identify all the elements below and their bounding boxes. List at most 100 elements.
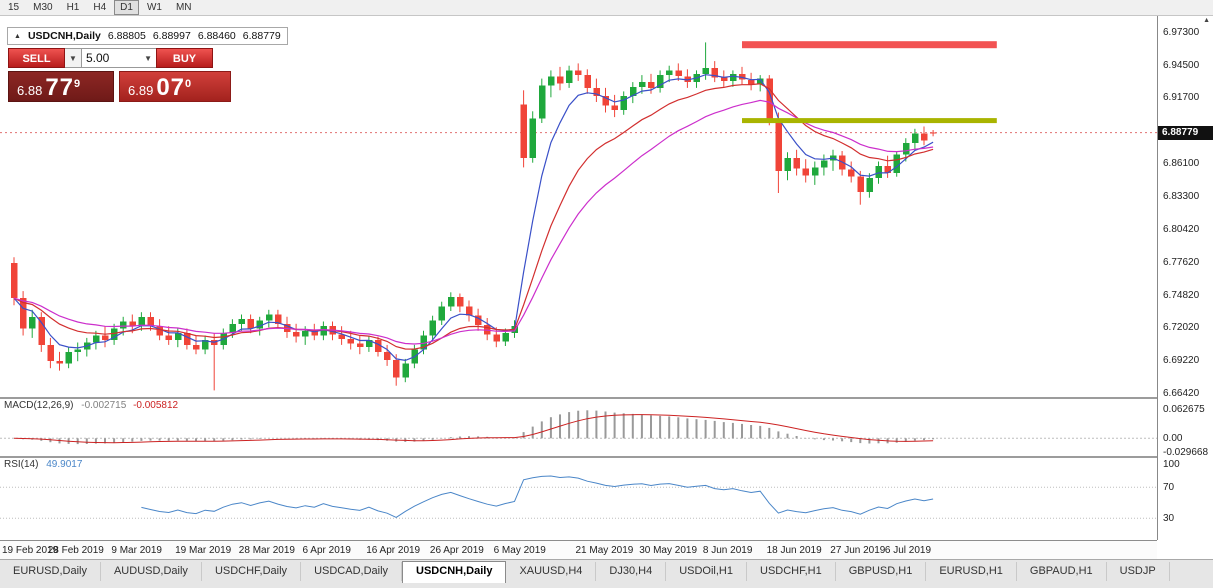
symbol-info-box: ▲ USDCNH,Daily 6.88805 6.88997 6.88460 6… — [7, 27, 288, 45]
tab-dj30-h4[interactable]: DJ30,H4 — [596, 562, 667, 581]
tab-gbpaud-h1[interactable]: GBPAUD,H1 — [1016, 562, 1107, 581]
sell-price-head: 6.88 — [17, 83, 43, 98]
timeframe-button-d1[interactable]: D1 — [114, 0, 139, 15]
price-axis-label: 6.91700 — [1163, 92, 1200, 104]
one-click-trade-row: SELL ▼ ▼ BUY — [8, 48, 213, 68]
macd-axis-label: 0.062675 — [1163, 403, 1205, 415]
volume-dropdown-icon[interactable]: ▼ — [144, 53, 152, 63]
price-axis-label: 6.97300 — [1163, 27, 1200, 39]
rsi-value: 49.9017 — [46, 459, 83, 470]
date-label: 8 Jun 2019 — [702, 545, 753, 556]
rsi-name: RSI(14) — [4, 459, 39, 470]
price-axis-label: 6.69220 — [1163, 354, 1200, 366]
chart-tab-bar: EURUSD,Daily AUDUSD,Daily USDCHF,Daily USDC… — [0, 559, 1213, 588]
sell-price-point: 9 — [74, 78, 81, 90]
date-label: 6 Apr 2019 — [302, 545, 351, 556]
buy-button[interactable]: BUY — [156, 48, 213, 68]
tab-usdoil-h1[interactable]: USDOil,H1 — [666, 562, 747, 581]
date-label: 21 May 2019 — [575, 545, 634, 556]
macd-signal-line — [13, 414, 934, 444]
macd-histogram — [22, 410, 935, 445]
tab-usdjp[interactable]: USDJP — [1106, 562, 1170, 581]
macd-signal-value: -0.005812 — [133, 400, 179, 411]
date-label: 19 Mar 2019 — [175, 545, 232, 556]
rsi-axis-label: 70 — [1163, 482, 1175, 494]
tab-eurusd-h1[interactable]: EURUSD,H1 — [926, 562, 1017, 581]
timeframe-button-mn[interactable]: MN — [175, 2, 192, 13]
buy-price-point: 0 — [185, 78, 192, 90]
date-label: 16 Apr 2019 — [366, 545, 421, 556]
buy-price-pips: 07 — [156, 74, 186, 101]
price-axis-label: 6.80420 — [1163, 224, 1200, 236]
price-axis-label: 6.74820 — [1163, 289, 1200, 301]
ohlc-close: 6.88779 — [242, 30, 281, 42]
tab-usdcad-daily[interactable]: USDCAD,Daily — [301, 562, 403, 581]
macd-label: MACD(12,26,9) -0.002715 -0.005812 — [4, 400, 179, 411]
collapse-panel-icon[interactable]: ▲ — [14, 32, 21, 40]
current-price-tag: 6.88779 — [1158, 125, 1213, 140]
date-label: 18 Jun 2019 — [766, 545, 822, 556]
rsi-indicator-pane[interactable] — [0, 458, 1157, 540]
pane-divider-macd[interactable] — [0, 397, 1213, 399]
volume-field-wrap: ▼ — [82, 48, 156, 68]
support-line[interactable] — [742, 118, 997, 124]
sell-price-pips: 77 — [45, 74, 75, 101]
sell-quote-button[interactable]: 6.88 77 9 — [8, 71, 114, 102]
ma-mid-line — [13, 83, 934, 350]
macd-main-value: -0.002715 — [81, 400, 127, 411]
macd-axis-label: -0.029668 — [1163, 447, 1209, 459]
rsi-axis-label: 30 — [1163, 513, 1175, 525]
tab-eurusd-daily[interactable]: EURUSD,Daily — [0, 562, 101, 581]
buy-quote-button[interactable]: 6.89 07 0 — [119, 71, 231, 102]
date-label: 26 Apr 2019 — [429, 545, 484, 556]
symbol-label: USDCNH,Daily — [27, 30, 101, 42]
ma-slow-line — [13, 99, 934, 345]
volume-input[interactable] — [86, 51, 134, 65]
tab-audusd-daily[interactable]: AUDUSD,Daily — [100, 562, 202, 581]
date-label: 9 Mar 2019 — [111, 545, 162, 556]
date-label: 6 Jul 2019 — [884, 545, 932, 556]
date-label: 28 Mar 2019 — [238, 545, 295, 556]
price-axis-label: 6.94500 — [1163, 59, 1200, 71]
date-label: 19 Feb 2019 — [2, 545, 59, 556]
timeframe-button-h4[interactable]: H4 — [93, 2, 107, 13]
quote-row: 6.88 77 9 6.89 07 0 — [8, 71, 231, 102]
timeframe-button-15[interactable]: 15 — [8, 2, 20, 13]
macd-indicator-pane[interactable] — [0, 399, 1157, 456]
timeframe-toolbar: 15 M30 H1 H4 D1 W1 MN — [0, 0, 1213, 16]
tab-usdcnh-daily[interactable]: USDCNH,Daily — [402, 561, 507, 583]
rsi-label: RSI(14) 49.9017 — [4, 459, 83, 470]
price-axis-label: 6.72020 — [1163, 322, 1200, 334]
macd-name: MACD(12,26,9) — [4, 400, 74, 411]
rsi-axis-label: 100 — [1163, 458, 1180, 470]
scrollbar-up-icon[interactable]: ▲ — [1203, 17, 1210, 24]
ohlc-low: 6.88460 — [197, 30, 236, 42]
date-label: 6 May 2019 — [493, 545, 546, 556]
order-type-dropdown-icon[interactable]: ▼ — [65, 48, 82, 68]
date-label: 27 Jun 2019 — [830, 545, 886, 556]
price-chart-pane[interactable] — [0, 16, 1157, 398]
timeframe-button-w1[interactable]: W1 — [146, 2, 162, 13]
pane-divider-rsi[interactable] — [0, 456, 1213, 458]
resistance-band[interactable] — [742, 41, 997, 49]
price-axis-label: 6.83300 — [1163, 190, 1200, 202]
time-axis[interactable]: 19 Feb 2019 28 Feb 2019 9 Mar 2019 19 Mar 2… — [0, 540, 1157, 559]
tab-usdchf-h1[interactable]: USDCHF,H1 — [747, 562, 836, 581]
sell-button[interactable]: SELL — [8, 48, 65, 68]
tab-usdchf-daily[interactable]: USDCHF,Daily — [201, 562, 302, 581]
date-label: 30 May 2019 — [639, 545, 698, 556]
tab-xauusd-h4[interactable]: XAUUSD,H4 — [506, 562, 597, 581]
rsi-line — [141, 475, 934, 518]
price-axis[interactable]: 6.88779 6.97300 6.94500 6.91700 6.86100 6.83… — [1157, 16, 1213, 540]
price-axis-label: 6.77620 — [1163, 256, 1200, 268]
timeframe-button-m30[interactable]: M30 — [33, 2, 53, 13]
ohlc-high: 6.88997 — [152, 30, 191, 42]
buy-price-head: 6.89 — [128, 83, 154, 98]
timeframe-button-h1[interactable]: H1 — [66, 2, 80, 13]
tab-gbpusd-h1[interactable]: GBPUSD,H1 — [835, 562, 927, 581]
date-label: 28 Feb 2019 — [47, 545, 104, 556]
price-axis-label: 6.86100 — [1163, 157, 1200, 169]
ohlc-open: 6.88805 — [107, 30, 146, 42]
price-axis-label: 6.66420 — [1163, 387, 1200, 399]
